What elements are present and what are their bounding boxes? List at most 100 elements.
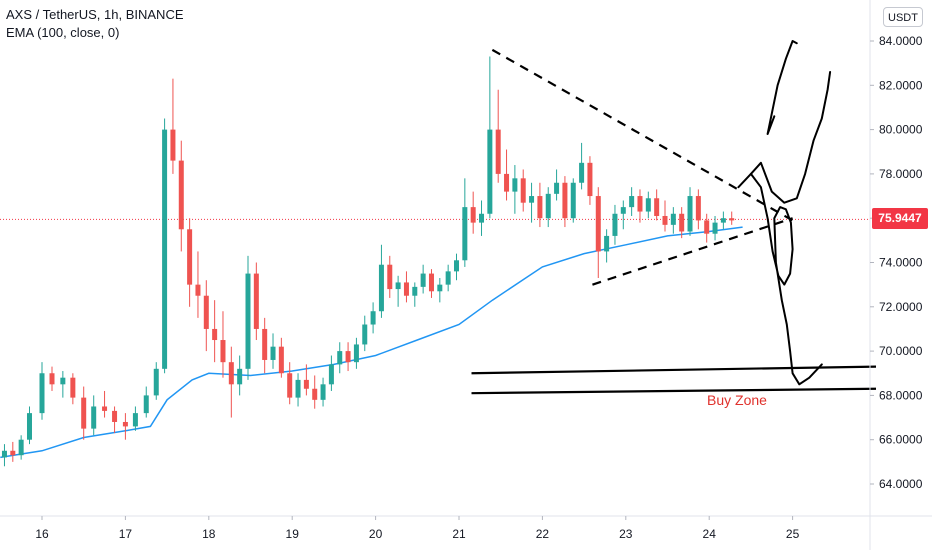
candle-body	[49, 373, 55, 385]
candle	[253, 262, 259, 341]
candle-body	[320, 384, 326, 400]
candle-body	[195, 284, 201, 296]
candle-body	[18, 439, 24, 456]
symbol-title[interactable]: AXS / TetherUS, 1h, BINANCE	[6, 7, 184, 22]
candle	[537, 182, 543, 228]
candle-body	[122, 421, 128, 427]
candle-body	[187, 229, 193, 285]
candle-body	[337, 351, 343, 365]
candle-body	[520, 178, 526, 203]
candle	[26, 406, 32, 445]
triangle-upper-trendline[interactable]	[491, 48, 794, 222]
candle	[203, 280, 209, 352]
candle	[278, 337, 284, 378]
x-tick-label: 22	[536, 527, 550, 541]
candle-body	[687, 196, 693, 232]
candle	[479, 200, 485, 236]
projection-drawing-top[interactable]	[766, 40, 798, 135]
y-tick-label: 66.0000	[879, 433, 923, 447]
triangle-lower-trendline[interactable]	[592, 217, 793, 286]
ema-indicator-label[interactable]: EMA (100, close, 0)	[6, 25, 120, 40]
x-tick-label: 20	[369, 527, 383, 541]
candle-body	[228, 362, 234, 385]
candle-body	[729, 218, 735, 221]
x-tick-label: 21	[452, 527, 466, 541]
x-tick-label: 19	[286, 527, 300, 541]
candle-body	[295, 379, 301, 398]
candle-body	[39, 373, 45, 414]
candle	[403, 271, 409, 303]
candle	[370, 302, 376, 334]
candle-body	[1, 450, 7, 458]
candle-body	[178, 160, 184, 230]
chart-legend[interactable]: AXS / TetherUS, 1h, BINANCE EMA (100, cl…	[6, 6, 184, 42]
candle-body	[428, 273, 434, 292]
candle	[70, 373, 76, 405]
candle	[620, 200, 626, 230]
candle	[520, 169, 526, 212]
candle-body	[370, 311, 376, 325]
candle	[562, 176, 568, 228]
candle	[153, 362, 159, 400]
candle-body	[654, 198, 660, 216]
candle-body	[437, 284, 443, 292]
candle-body	[220, 340, 226, 363]
candle	[412, 282, 418, 307]
candle-body	[720, 218, 726, 223]
candle-body	[303, 379, 309, 389]
y-tick-label: 80.0000	[879, 123, 923, 137]
candle	[303, 364, 309, 396]
candle-body	[504, 173, 510, 192]
y-tick-label: 70.0000	[879, 344, 923, 358]
candle	[487, 56, 493, 219]
candle	[220, 311, 226, 378]
candle-body	[545, 193, 551, 219]
buy-zone-upper-line[interactable]	[471, 365, 877, 375]
candle	[512, 165, 518, 214]
candle	[287, 362, 293, 405]
candle	[102, 390, 108, 418]
candle	[49, 366, 55, 391]
candle	[570, 178, 576, 223]
candle	[687, 187, 693, 236]
candle-body	[91, 406, 97, 429]
projection-drawing-lower[interactable]	[737, 172, 823, 386]
candle	[595, 187, 601, 279]
projection-drawing-upper[interactable]	[749, 71, 832, 204]
y-tick-label: 74.0000	[879, 256, 923, 270]
buy-zone-lower-line[interactable]	[471, 387, 877, 395]
candle	[162, 118, 168, 374]
candle	[60, 371, 66, 398]
y-tick-label: 72.0000	[879, 300, 923, 314]
candle-body	[587, 162, 593, 197]
candle	[81, 386, 87, 440]
candle-body	[362, 324, 368, 345]
candle-body	[26, 413, 32, 440]
candle-body	[278, 346, 284, 374]
ema-line	[0, 226, 743, 459]
candle-body	[679, 213, 685, 232]
candle-body	[554, 182, 560, 194]
candle-body	[328, 364, 334, 385]
candle-body	[253, 273, 259, 329]
candle-body	[695, 196, 701, 221]
candles-layer	[1, 56, 735, 467]
candle-body	[378, 264, 384, 312]
drawings-layer[interactable]	[471, 40, 877, 395]
candle-body	[579, 162, 585, 183]
candle-body	[387, 264, 393, 290]
candle	[704, 213, 710, 243]
candle-body	[81, 397, 87, 429]
candle-body	[479, 213, 485, 223]
candle-body	[462, 207, 468, 261]
x-tick-label: 17	[119, 527, 133, 541]
candle	[612, 204, 618, 245]
candle-body	[537, 196, 543, 219]
x-tick-label: 23	[619, 527, 633, 541]
y-tick-label: 64.0000	[879, 477, 923, 491]
candle-body	[403, 282, 409, 296]
candle	[428, 269, 434, 298]
currency-selector[interactable]: USDT	[883, 7, 923, 27]
